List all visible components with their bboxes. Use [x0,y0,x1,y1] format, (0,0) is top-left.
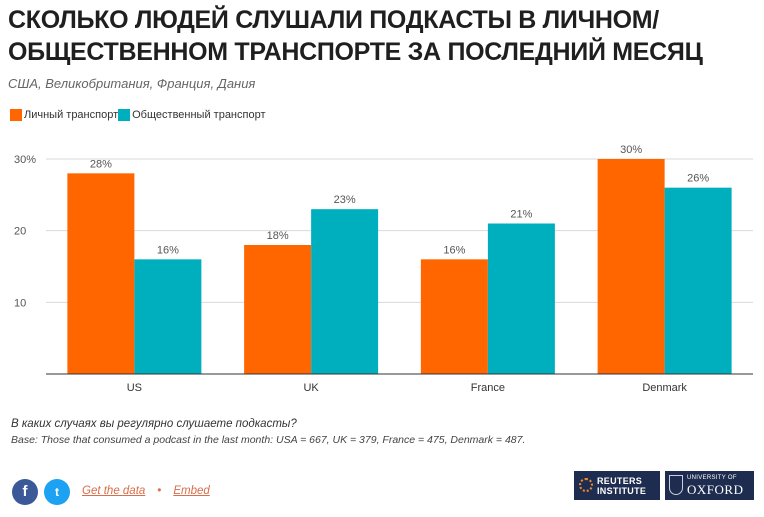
x-tick-label: France [471,382,505,394]
x-tick-label: Denmark [642,382,687,394]
bar [420,259,488,374]
bar [244,245,312,374]
bar-value-label: 16% [443,244,465,256]
x-tick-label: US [127,382,142,394]
y-tick-label: 10 [14,297,26,309]
footer-links: Get the data • Embed [82,485,210,497]
bar-value-label: 23% [334,194,356,206]
bar [134,259,202,374]
bar [311,209,379,374]
legend-item-private[interactable]: Личный транспорт [10,109,118,121]
bar-chart: 30% 20 10 28% 16% US 18% 23% UK 16% 21% France 30% 26… [14,144,753,394]
legend-label-private: Личный транспорт [24,109,119,121]
bar [487,223,555,374]
get-data-link[interactable]: Get the data [82,485,146,497]
legend-item-public[interactable]: Общественный транспорт [118,109,266,121]
legend-swatch-public [118,109,131,121]
bar [67,173,135,374]
bar-value-label: 16% [157,244,179,256]
chart-title: СКОЛЬКО ЛЮДЕЙ СЛУШАЛИ ПОДКАСТЫ В ЛИЧНОМ/… [8,6,703,66]
link-separator: • [157,485,162,497]
reuters-dot-icon [579,478,593,492]
y-tick-label: 30% [14,154,36,166]
oxford-logo-big: OXFORD [687,482,744,497]
oxford-logo-small: UNIVERSITY OF [687,475,737,481]
footnote-question: В каких случаях вы регулярно слушаете по… [11,418,297,430]
twitter-icon[interactable]: t [44,479,70,505]
facebook-icon[interactable]: f [12,479,38,505]
legend: Личный транспорт Общественный транспорт [10,109,266,121]
legend-swatch-private [10,109,22,121]
bar-value-label: 21% [510,209,532,221]
y-tick-label: 20 [14,226,26,238]
footnote-base: Base: Those that consumed a podcast in t… [11,434,526,446]
reuters-logo-line2: INSTITUTE [597,486,647,496]
chart-subtitle: США, Великобритания, Франция, Дания [8,76,256,91]
reuters-logo-line1: REUTERS [597,476,643,486]
bar [664,187,732,374]
oxford-crest-icon [669,475,683,495]
bar-value-label: 26% [687,173,709,185]
bar-value-label: 30% [620,144,642,156]
legend-label-public: Общественный транспорт [132,109,266,121]
oxford-logo[interactable]: UNIVERSITY OF OXFORD [665,471,754,500]
bar-value-label: 28% [90,158,112,170]
reuters-institute-logo[interactable]: REUTERS INSTITUTE [574,471,660,500]
x-tick-label: UK [303,382,319,394]
bar [597,159,665,374]
embed-link[interactable]: Embed [173,485,210,497]
bar-value-label: 18% [267,230,289,242]
